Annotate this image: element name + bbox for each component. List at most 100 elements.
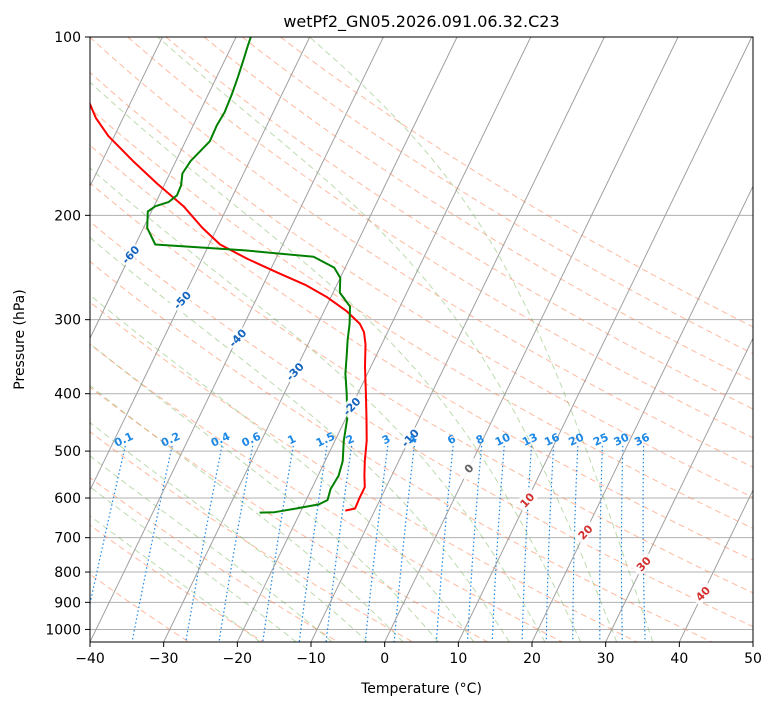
x-tick-label: 20: [523, 651, 541, 667]
moist-adiabat: [90, 421, 369, 642]
mixing-ratio-label: 36: [632, 430, 652, 448]
mixing-ratio-labels: 0.1 0.2 0.4 0.6 1 1.5 2 3 4 6 8 10 13 16 20 25 30 36: [112, 430, 652, 450]
moist-adiabats: [90, 37, 654, 642]
mixing-ratio-label: 20: [567, 430, 587, 448]
mixing-ratio-line: [521, 445, 533, 642]
mixing-ratio-line: [218, 445, 254, 642]
dry-adiabat: [90, 386, 488, 642]
y-tick-label: 800: [54, 565, 81, 581]
temperature-profile-line: [90, 101, 368, 512]
mixing-ratio-label: 13: [520, 431, 539, 449]
x-tick-label: 50: [744, 651, 762, 667]
mixing-ratio-line: [364, 445, 389, 642]
mixing-ratio-label: 0.1: [112, 430, 135, 450]
dry-adiabat: [90, 260, 712, 642]
isotherm-label-bg: [169, 287, 195, 313]
mixing-ratio-line: [491, 445, 505, 642]
moist-adiabat: [90, 486, 297, 642]
mixing-ratio-label: 16: [542, 430, 562, 448]
isotherm-label-bg: [16, 148, 41, 173]
dry-adiabat: [241, 37, 753, 355]
isotherm-label-bg: [117, 241, 143, 267]
x-axis: −40 −30 −20 −10 0 10 20 30 40 50: [75, 642, 762, 667]
isotherm-line: [90, 37, 237, 340]
mixing-ratio-label: 8: [474, 432, 486, 447]
isotherm-line: [678, 488, 753, 642]
dry-adiabat: [165, 37, 753, 410]
pressure-gridlines: [90, 37, 753, 630]
mixing-ratio-label: 0.4: [209, 430, 232, 450]
dry-adiabat: [280, 37, 753, 328]
mixing-ratio-label: 30: [612, 430, 632, 448]
isotherm-line: [531, 185, 753, 642]
mixing-ratio-label: 0.2: [159, 430, 182, 450]
isotherm-label-bg: [630, 551, 656, 577]
isotherm-line: [310, 37, 605, 642]
isotherm-label-bg: [397, 425, 422, 451]
mixing-ratio-line: [572, 445, 579, 642]
sounding-series: [90, 37, 368, 514]
isotherm-label: -50: [171, 288, 194, 312]
y-tick-label: 600: [54, 491, 81, 507]
x-tick-label: −10: [296, 651, 326, 667]
y-tick-label: 1000: [45, 622, 81, 638]
x-tick-label: 0: [380, 651, 389, 667]
mixing-ratio-label: 6: [445, 432, 458, 447]
mixing-ratio-label: 2: [344, 432, 356, 447]
moist-adiabat: [90, 343, 439, 642]
mixing-ratio-line: [435, 445, 454, 642]
x-tick-label: −40: [75, 651, 105, 667]
dewpoint-profile-line: [146, 37, 351, 514]
moist-adiabat: [157, 37, 618, 642]
moist-adiabat: [90, 515, 261, 642]
isotherm-label: -80: [17, 149, 40, 173]
chart-title: wetPf2_GN05.2026.091.06.32.C23: [283, 12, 559, 32]
mixing-ratio-line: [185, 445, 223, 642]
isotherm-line: [457, 37, 753, 642]
isotherm-label-bg: [514, 487, 540, 513]
dry-adiabat: [90, 107, 753, 529]
isotherm-line: [605, 337, 753, 642]
dry-adiabat: [90, 343, 563, 642]
moist-adiabat: [90, 167, 546, 642]
isotherm-label-bg: [690, 580, 715, 606]
isotherm-line: [163, 37, 458, 642]
mixing-ratio-line: [466, 445, 483, 642]
isotherm-line: [90, 37, 163, 188]
dry-adiabat: [90, 477, 339, 642]
isotherm-label-bg: [456, 455, 481, 481]
mixing-ratio-label: 25: [591, 431, 610, 449]
moist-adiabat: [90, 384, 404, 642]
dry-adiabat: [90, 524, 264, 642]
mixing-ratio-lines: [90, 445, 646, 642]
x-tick-label: −30: [149, 651, 179, 667]
moist-adiabat: [90, 455, 333, 642]
mixing-ratio-line: [545, 445, 555, 642]
y-tick-label: 500: [54, 444, 81, 460]
isotherm-line: [236, 37, 532, 642]
mixing-ratio-line: [325, 445, 353, 642]
mixing-ratio-label: 1.5: [314, 430, 337, 450]
x-tick-label: 30: [597, 651, 615, 667]
y-tick-label: 900: [54, 595, 81, 611]
isotherm-line: [384, 37, 679, 642]
isotherm-label-bg: [282, 358, 307, 384]
mixing-ratio-line: [599, 445, 603, 642]
isotherm-label-bg: [224, 325, 250, 351]
isotherm-label-bg: [339, 393, 364, 419]
isotherm-line: [752, 640, 753, 642]
x-tick-label: 10: [449, 651, 467, 667]
mixing-ratio-line: [298, 445, 328, 642]
isotherm-label: -60: [119, 243, 142, 267]
y-tick-label: 400: [54, 387, 81, 403]
moist-adiabat: [90, 81, 582, 642]
y-tick-label: 700: [54, 531, 81, 547]
x-axis-label: Temperature (°C): [360, 681, 482, 697]
dry-adiabat: [127, 37, 753, 439]
dry-adiabat: [90, 301, 638, 642]
mixing-ratio-line: [620, 445, 624, 642]
y-tick-label: 200: [54, 208, 81, 224]
mixing-ratio-line: [90, 445, 126, 607]
